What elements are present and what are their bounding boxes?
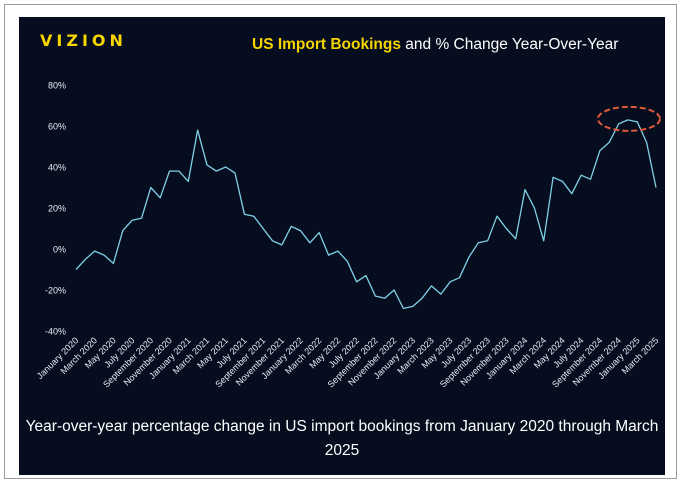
chart-caption: Year-over-year percentage change in US i… xyxy=(25,418,659,459)
chart-title-highlight: US Import Bookings xyxy=(252,36,401,53)
y-tick-label: 40% xyxy=(48,163,66,173)
y-tick-label: 60% xyxy=(48,122,66,132)
chart-panel xyxy=(19,17,665,475)
y-tick-label: -20% xyxy=(45,286,66,296)
peak-highlight-ellipse xyxy=(596,105,661,132)
y-tick-label: 80% xyxy=(48,81,66,91)
chart-title-rest: and % Change Year-Over-Year xyxy=(400,36,619,53)
series-line xyxy=(75,119,657,310)
chart-title: US Import Bookings and % Change Year-Ove… xyxy=(252,36,618,54)
y-tick-label: 0% xyxy=(53,245,66,255)
vizion-logo: VIZION xyxy=(40,31,127,50)
y-tick-label: -40% xyxy=(45,327,66,337)
y-tick-label: 20% xyxy=(48,204,66,214)
